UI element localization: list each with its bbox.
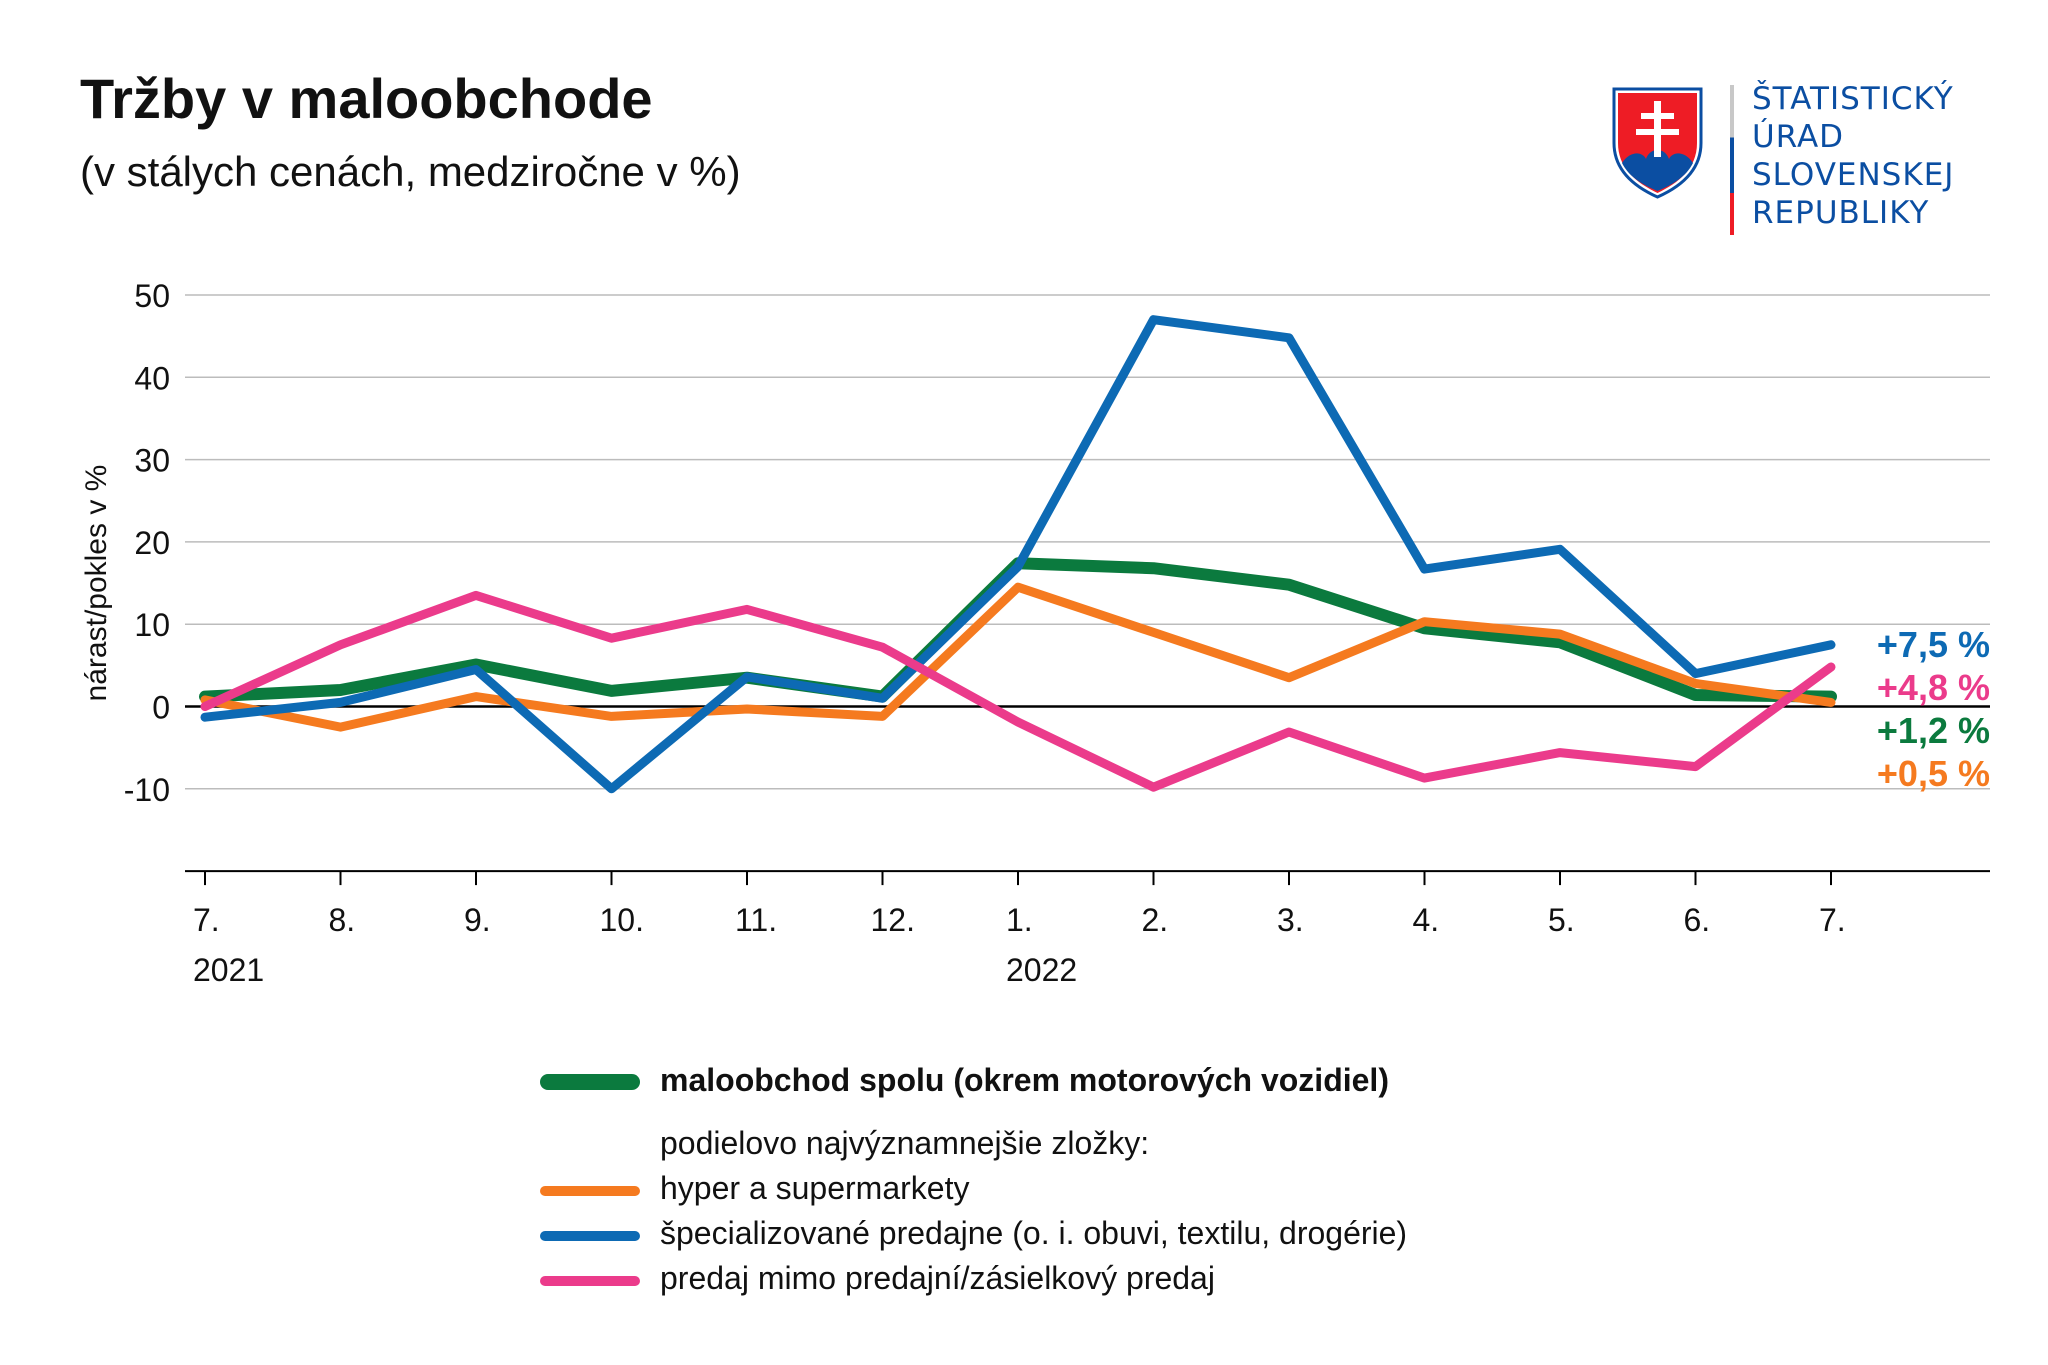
- legend-label: špecializované predajne (o. i. obuvi, te…: [660, 1215, 1408, 1251]
- x-tick-label: 9.: [464, 902, 491, 938]
- x-tick-label: 4.: [1413, 902, 1440, 938]
- end-value-label: +4,8 %: [1877, 667, 1990, 708]
- y-tick-label: 20: [134, 525, 170, 561]
- line-chart: 50 40 30 20 10 0 -10 nárast/pokles v % 7. 8. 9. 10.…: [80, 278, 1990, 988]
- legend-label: hyper a supermarkety: [660, 1170, 970, 1206]
- y-axis-label: nárast/pokles v %: [80, 465, 113, 702]
- legend-swatch: [540, 1186, 640, 1196]
- coat-of-arms-icon: [1612, 87, 1703, 199]
- series-line-1: [200, 582, 1836, 732]
- legend-label: maloobchod spolu (okrem motorových vozid…: [660, 1062, 1389, 1098]
- logo-line: REPUBLIKY: [1752, 195, 1930, 231]
- series-line-3: [200, 590, 1836, 792]
- legend-note: podielovo najvýznamnejšie zložky:: [660, 1125, 1150, 1161]
- x-tick-label: 7.: [193, 902, 220, 938]
- logo-divider: [1730, 85, 1734, 235]
- coat-of-arms-hills: [1622, 150, 1693, 191]
- x-year-label: 2022: [1006, 952, 1077, 988]
- logo-line: ÚRAD: [1752, 119, 1845, 155]
- x-tick-label: 8.: [329, 902, 356, 938]
- series-line-2: [200, 315, 1836, 794]
- legend-label: predaj mimo predajní/zásielkový predaj: [660, 1260, 1215, 1296]
- logo-line: ŠTATISTICKÝ: [1752, 81, 1954, 117]
- y-tick-label: -10: [124, 772, 170, 808]
- legend-swatch: [540, 1231, 640, 1241]
- logo-text: ŠTATISTICKÝ ÚRAD SLOVENSKEJ REPUBLIKY: [1752, 80, 1954, 232]
- x-tick-label: 6.: [1684, 902, 1711, 938]
- logo-line: SLOVENSKEJ: [1752, 157, 1955, 193]
- end-value-label: +1,2 %: [1877, 710, 1990, 751]
- end-value-label: +0,5 %: [1877, 753, 1990, 794]
- x-tick-label: 2.: [1142, 902, 1169, 938]
- end-value-label: +7,5 %: [1877, 624, 1990, 665]
- x-tick-label: 12.: [871, 902, 915, 938]
- x-tick-label: 1.: [1006, 902, 1033, 938]
- x-tick-label: 5.: [1548, 902, 1575, 938]
- y-tick-label: 50: [134, 278, 170, 314]
- x-tick-label: 11.: [735, 902, 777, 938]
- chart-subtitle: (v stálych cenách, medziročne v %): [80, 148, 741, 195]
- x-tick-label: 7.: [1819, 902, 1846, 938]
- y-tick-label: 10: [134, 607, 170, 643]
- y-tick-label: 40: [134, 360, 170, 396]
- y-tick-label: 0: [152, 690, 170, 726]
- legend-swatch: [540, 1276, 640, 1286]
- coat-of-arms-cross: [1636, 101, 1679, 157]
- x-tick-label: 10.: [600, 902, 644, 938]
- x-year-label: 2021: [193, 952, 264, 988]
- legend-swatch: [540, 1074, 640, 1090]
- x-tick-label: 3.: [1277, 902, 1304, 938]
- y-tick-label: 30: [134, 443, 170, 479]
- statistical-office-logo: ŠTATISTICKÝ ÚRAD SLOVENSKEJ REPUBLIKY: [1610, 80, 2010, 240]
- chart-title: Tržby v maloobchode: [80, 67, 653, 130]
